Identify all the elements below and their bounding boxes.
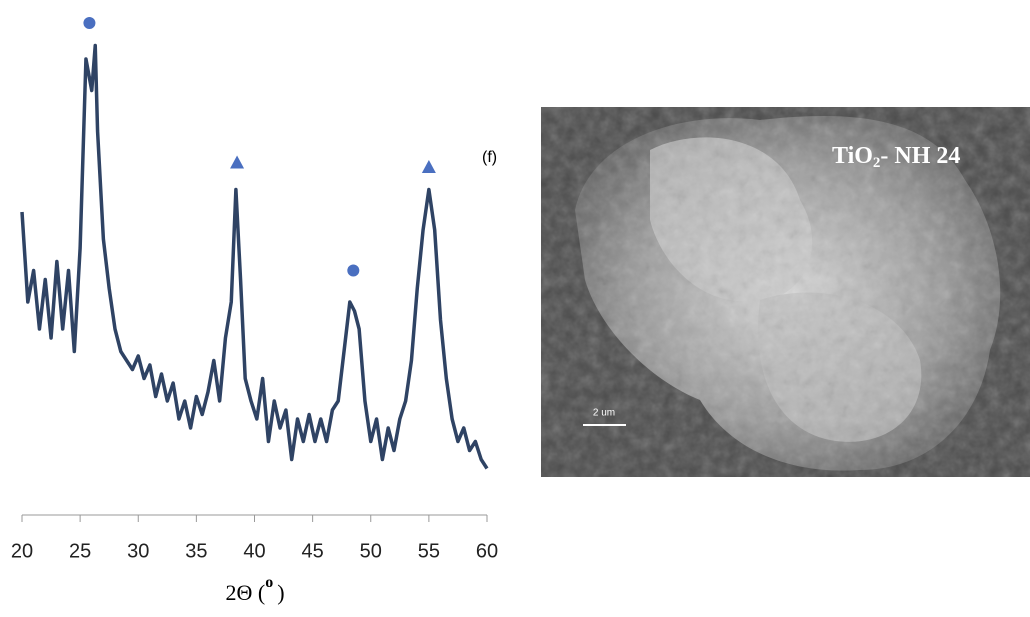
panel-label: (f) [482, 149, 497, 166]
xrd-line [20, 43, 489, 470]
scale-bar-label: 2 um [593, 408, 615, 419]
x-tick-label: 50 [360, 540, 382, 562]
x-tick-label: 45 [302, 540, 324, 562]
x-tick-label: 55 [418, 540, 440, 562]
x-tick-label: 25 [69, 540, 91, 562]
x-tick-label: 60 [476, 540, 498, 562]
x-tick-label: 40 [243, 540, 265, 562]
x-axis-label: 2Θ (o) [225, 574, 284, 605]
x-tick-label: 30 [127, 540, 149, 562]
sem-image [541, 107, 1030, 477]
phase-marker [83, 17, 96, 29]
phase-marker [347, 264, 360, 277]
phase-marker [230, 155, 245, 169]
x-tick-label: 35 [185, 540, 207, 562]
image-caption: TiO2- NH 24 [832, 143, 960, 172]
x-tick-label: 20 [11, 540, 33, 562]
phase-marker [421, 160, 436, 173]
